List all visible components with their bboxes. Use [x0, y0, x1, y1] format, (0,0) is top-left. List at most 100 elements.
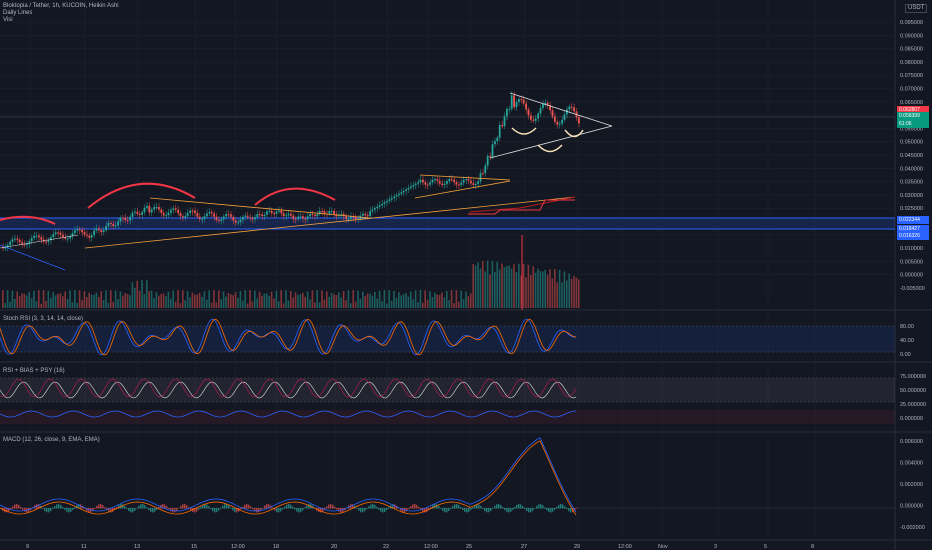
candle-body [556, 121, 559, 125]
volume-bar [165, 296, 167, 308]
candle-body [350, 216, 352, 219]
candle-body [134, 211, 136, 213]
candle-body [568, 106, 571, 110]
macd-histogram-bar [308, 504, 310, 509]
rsi-tick-label: 25.000000 [900, 402, 926, 408]
candle-body [114, 225, 117, 227]
candle-body [383, 202, 386, 204]
macd-histogram-bar [234, 508, 236, 513]
volume-bar [489, 274, 491, 308]
candle-body [410, 186, 412, 188]
macd-histogram-bar [504, 508, 506, 511]
candle-body [460, 182, 463, 185]
currency-label[interactable]: USDT [905, 4, 928, 13]
candle-body [102, 230, 105, 232]
candle-body [186, 212, 189, 216]
volume-bar [4, 303, 6, 308]
volume-bar [191, 292, 194, 308]
candle-body [282, 213, 285, 217]
price-tick-label: 0.040000 [900, 166, 923, 172]
volume-bar [462, 298, 465, 308]
candle-body [393, 196, 395, 199]
volume-bar [172, 290, 174, 308]
volume-bar [155, 291, 158, 308]
rsi-bias-psy-label[interactable]: RSI + BIAS + PSY (16) [3, 368, 65, 374]
candle-body [242, 216, 244, 220]
macd-histogram-bar [374, 504, 376, 509]
macd-histogram-bar [406, 508, 408, 512]
candle-body [455, 182, 458, 185]
candle-body [542, 103, 544, 109]
candle-body [54, 232, 57, 235]
candle-body [160, 209, 163, 213]
macd-histogram-bar [118, 505, 120, 509]
macd-histogram-bar [88, 508, 90, 513]
volume-bar [119, 291, 122, 308]
macd-histogram-bar [132, 508, 134, 513]
macd-histogram-bar [162, 504, 164, 509]
volume-bar [359, 298, 362, 308]
volume-bar [107, 302, 110, 308]
symbol-title[interactable]: Bloktopia / Tether, 1h, KUCOIN, Heikin A… [3, 3, 119, 9]
volume-bar [534, 272, 537, 308]
candle-body [287, 213, 290, 216]
macd-histogram-bar [490, 508, 492, 511]
channel-line-2 [0, 234, 79, 249]
volume-bar [383, 290, 386, 308]
candle-body [74, 230, 76, 234]
stoch-rsi-label[interactable]: Stoch RSI (3, 3, 14, 14, close) [3, 316, 84, 322]
candle-body [198, 216, 201, 219]
macd-histogram-bar [136, 508, 138, 509]
candle-body [194, 210, 196, 214]
macd-histogram-bar [534, 508, 536, 509]
volume-bar [563, 271, 566, 308]
macd-histogram-bar [570, 508, 572, 513]
macd-histogram-bar [78, 504, 80, 509]
candle-body [112, 223, 115, 227]
candle-body [64, 237, 67, 239]
macd-histogram-bar [302, 508, 304, 511]
volume-bar [239, 290, 242, 308]
volume-bar [198, 292, 201, 308]
volume-bar [434, 292, 436, 308]
indicator-visi[interactable]: Visi [3, 17, 13, 23]
volume-bar [81, 299, 83, 308]
volume-bar [575, 277, 578, 308]
volume-bar [2, 290, 4, 308]
macd-histogram-bar [564, 506, 566, 509]
macd-histogram-bar [218, 508, 220, 511]
macd-histogram-bar [368, 506, 370, 509]
candle-body [28, 241, 31, 244]
candle-body [275, 211, 278, 214]
macd-histogram-bar [526, 508, 528, 512]
time-tick-label: 22 [383, 544, 389, 550]
indicator-daily-lines[interactable]: Daily Lines [3, 10, 33, 16]
candle-body [162, 212, 165, 216]
head-shoulders-arc-2 [254, 187, 336, 206]
candle-body [78, 229, 81, 231]
volume-bar [210, 302, 213, 308]
macd-histogram-bar [172, 508, 174, 513]
macd-histogram-bar [544, 507, 546, 509]
macd-histogram-bar [522, 506, 524, 509]
trendline-resistance [149, 197, 371, 219]
macd-histogram-bar [476, 504, 478, 509]
macd-histogram-bar [140, 504, 142, 509]
macd-histogram-bar [74, 507, 76, 509]
macd-histogram-bar [98, 504, 100, 509]
macd-histogram-bar [518, 504, 520, 509]
macd-histogram-bar [94, 508, 96, 509]
macd-histogram-bar [506, 508, 508, 512]
macd-label[interactable]: MACD (12, 26, close, 9, EMA, EMA) [3, 437, 100, 443]
time-tick-label: 29 [574, 544, 580, 550]
candle-body [314, 214, 316, 217]
candle-body [50, 237, 52, 241]
candle-body [424, 182, 427, 185]
candle-body [309, 213, 311, 217]
candle-body [448, 179, 451, 182]
volume-bar [33, 290, 35, 308]
volume-bar [304, 296, 306, 308]
volume-bar [458, 301, 460, 308]
macd-histogram-bar [444, 508, 446, 513]
